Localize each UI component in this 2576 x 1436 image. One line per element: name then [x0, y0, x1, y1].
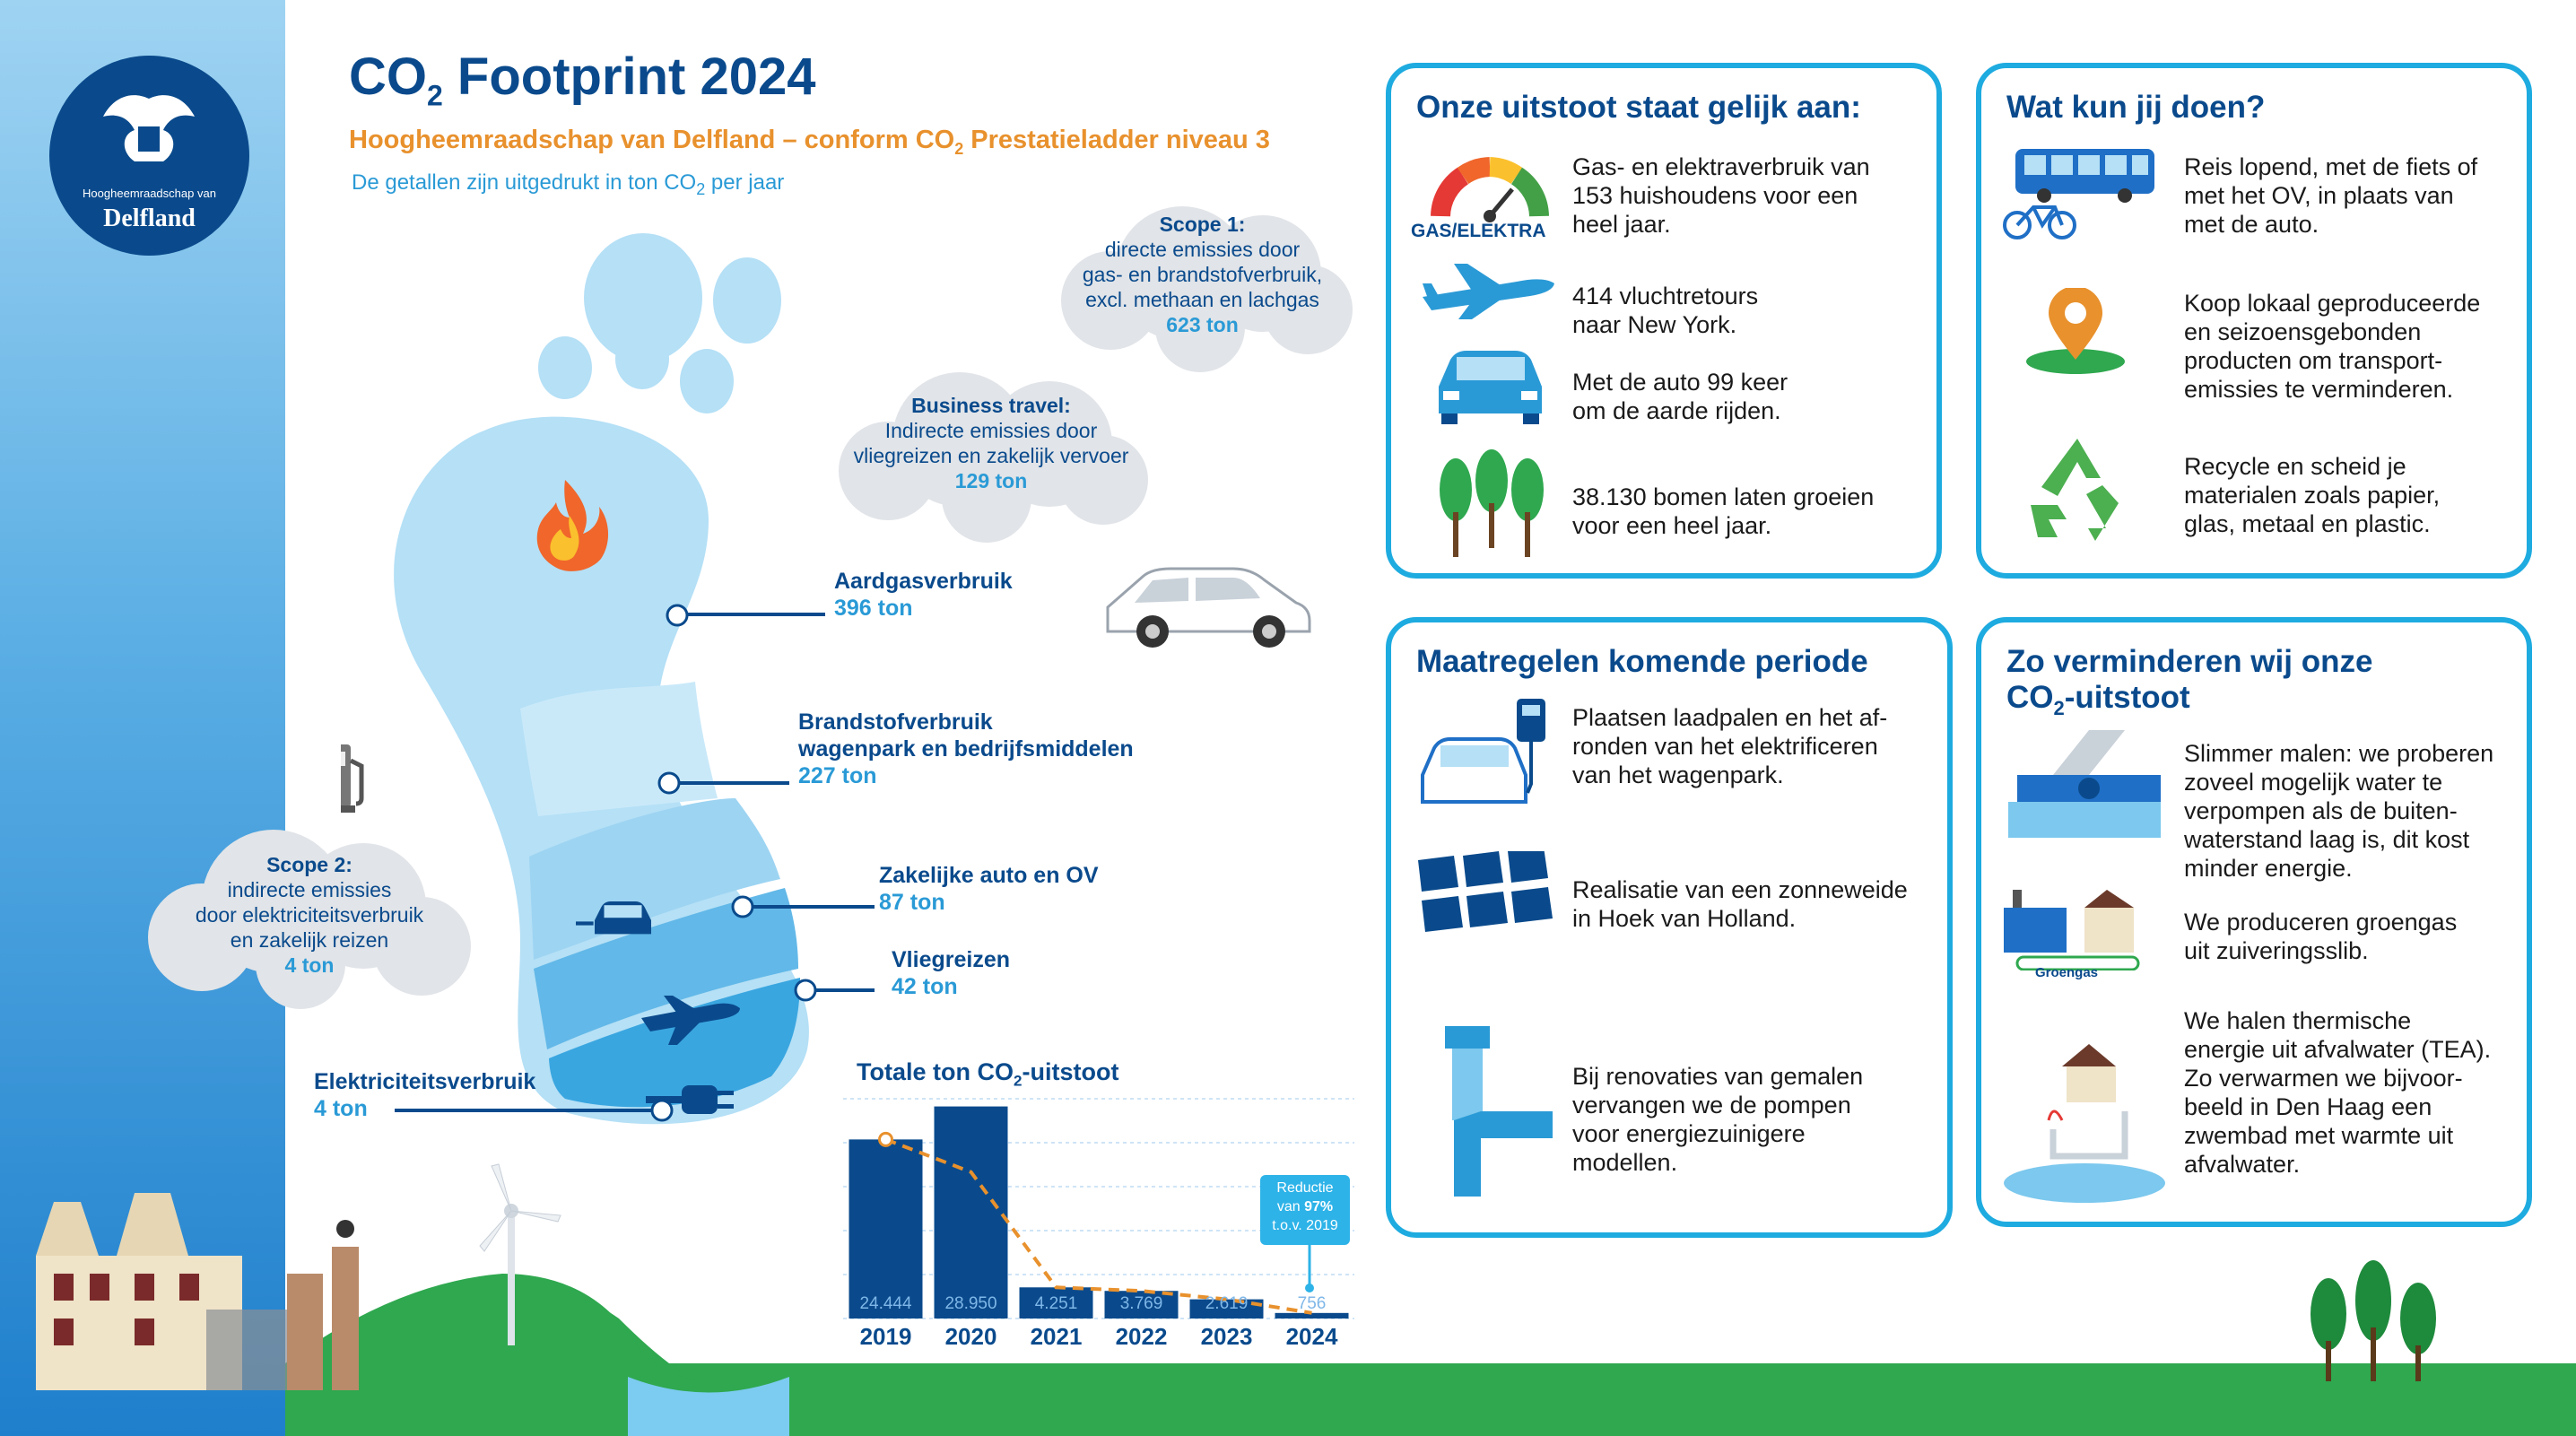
gauge-label: GAS/ELEKTRA [1411, 221, 1546, 241]
scope1-cloud [1061, 206, 1353, 372]
you-item-1: Reis lopend, met de fiets of met het OV, … [2184, 153, 2478, 238]
equal-item-4: 38.130 bomen laten groeien voor een heel … [1572, 483, 1875, 539]
factory-icon [2004, 890, 2140, 970]
label-brandstof: Brandstofverbruik wagenpark en bedrijfsmi… [798, 709, 1134, 788]
bus-bike-icon [2003, 149, 2154, 239]
delfland-logo: Hoogheemraadschap van Delfland [49, 56, 249, 256]
pumping-station-icon [2008, 730, 2161, 838]
chart-value-label: 28.950 [944, 1294, 997, 1313]
scope2-cloud [148, 830, 471, 1009]
reduction-callout: Reductie van 97% t.o.v. 2019 [1260, 1175, 1350, 1245]
panel-reduce: Zo verminderen wij onze CO2-uitstoot Sli… [1976, 617, 2532, 1227]
chart-bar-2020 [934, 1106, 1008, 1319]
chart-trend-start-point [878, 1131, 893, 1147]
reduce-item-2: We produceren groengas uit zuiveringsslib… [2184, 909, 2458, 964]
scope1-text: Scope 1: directe emissies door gas- en b… [1082, 213, 1323, 336]
you-item-3: Recycle en scheid je materialen zoals pap… [2184, 453, 2441, 537]
chart-bar-2019 [849, 1139, 923, 1319]
label-auto-ov: Zakelijke auto en OV 87 ton [879, 863, 1099, 915]
you-item-2: Koop lokaal geproduceerde en seizoensgebo… [2184, 290, 2481, 403]
airplane-icon [641, 996, 740, 1045]
chart-x-label: 2023 [1200, 1323, 1253, 1350]
page-title: CO2 Footprint 2024 [349, 48, 816, 112]
logo-small-text: Hoogheemraadschap van [83, 187, 216, 200]
white-car-icon [1106, 567, 1311, 648]
trees-illustration [2311, 1260, 2436, 1381]
chart-bar-2022 [1104, 1291, 1179, 1319]
chart-bar-2024 [1275, 1312, 1349, 1319]
fire-icon [536, 480, 609, 571]
chart-x-label: 2019 [859, 1323, 912, 1350]
wind-turbine-icon [479, 1163, 561, 1345]
logo-name: Delfland [103, 205, 196, 232]
panel-equal-title: Onze uitstoot staat gelijk aan: [1416, 90, 1861, 125]
panel-measures-title: Maatregelen komende periode [1416, 644, 1868, 679]
airplane-icon [1423, 264, 1554, 319]
equal-item-1: Gas- en elektraverbruik van 153 huishoude… [1572, 153, 1870, 238]
gauge-icon [1431, 157, 1549, 222]
foot-connector-lines [395, 604, 875, 1122]
griffin-emblem-icon [103, 95, 195, 161]
reduce-item-1: Slimmer malen: we proberen zoveel mogelij… [2184, 740, 2494, 882]
measures-item-2: Realisatie van een zonneweide in Hoek van… [1572, 876, 1908, 932]
fuel-pump-icon [341, 744, 364, 813]
location-pin-icon [2026, 288, 2125, 374]
car-icon [1439, 351, 1542, 424]
unit-note: De getallen zijn uitgedrukt in ton CO2 p… [352, 170, 785, 198]
chart-value-labels: 24.444 28.950 4.251 3.769 2.619 756 [843, 1090, 1354, 1323]
electric-car-icon [576, 901, 651, 935]
chart-x-label: 2021 [1030, 1323, 1083, 1350]
panel-you-title: Wat kun jij doen? [2006, 90, 2266, 125]
chart-value-label: 24.444 [859, 1294, 912, 1313]
equal-item-3: Met de auto 99 keer om de aarde rijden. [1572, 369, 1788, 424]
reduce-item-3: We halen thermische energie uit afvalwate… [2184, 1007, 2492, 1178]
solar-panels-icon [1418, 851, 1553, 932]
ev-charger-icon [1421, 699, 1545, 804]
heat-house-icon [2004, 1044, 2165, 1203]
equal-item-2: 414 vluchtretours naar New York. [1572, 283, 1759, 338]
chart-x-label: 2022 [1115, 1323, 1168, 1350]
chart-value-label: 3.769 [1119, 1294, 1163, 1313]
chart-x-label: 2020 [944, 1323, 997, 1350]
building-illustration [36, 1193, 359, 1390]
measures-item-3: Bij renovaties van gemalen vervangen we d… [1572, 1063, 1864, 1176]
recycle-icon [2031, 439, 2119, 541]
label-elektra: Elektriciteitsverbruik 4 ton [314, 1069, 536, 1121]
scope2-text: Scope 2: indirecte emissies door elektri… [195, 853, 424, 977]
groengas-label: Groengas [2035, 965, 2099, 980]
label-vlieg: Vliegreizen 42 ton [892, 947, 1010, 999]
pump-icon [1445, 1026, 1553, 1197]
callout-pointer [1305, 1241, 1314, 1292]
chart-value-label: 756 [1297, 1294, 1327, 1313]
page-subtitle: Hoogheemraadschap van Delfland – conform… [349, 126, 1270, 158]
chart-bar-2021 [1019, 1287, 1093, 1319]
business-travel-cloud [839, 372, 1148, 543]
chart-bar-2023 [1189, 1299, 1264, 1319]
panel-measures: Maatregelen komende periode Plaatsen laa… [1386, 617, 1953, 1238]
panel-reduce-title: Zo verminderen wij onze CO2-uitstoot [2006, 644, 2373, 719]
trees-icon [1440, 449, 1544, 557]
chart-trend-line [884, 1137, 1312, 1315]
panel-equal: Onze uitstoot staat gelijk aan: GAS/ELEK… [1386, 63, 1942, 579]
label-aardgas: Aardgasverbruik 396 ton [834, 569, 1013, 621]
measures-item-1: Plaatsen laadpalen en het af-ronden van … [1572, 704, 1888, 788]
chart-value-label: 4.251 [1034, 1294, 1078, 1313]
panel-you: Wat kun jij doen? Reis lopend, met de fi… [1976, 63, 2532, 579]
chart-x-axis: 2019 2020 2021 2022 2023 2024 [843, 1323, 1354, 1355]
chart-value-label: 2.619 [1205, 1294, 1249, 1313]
chart-x-label: 2024 [1285, 1323, 1338, 1350]
chart-title: Totale ton CO2-uitstoot [857, 1058, 1119, 1090]
business-travel-text: Business travel: Indirecte emissies door… [853, 394, 1129, 492]
